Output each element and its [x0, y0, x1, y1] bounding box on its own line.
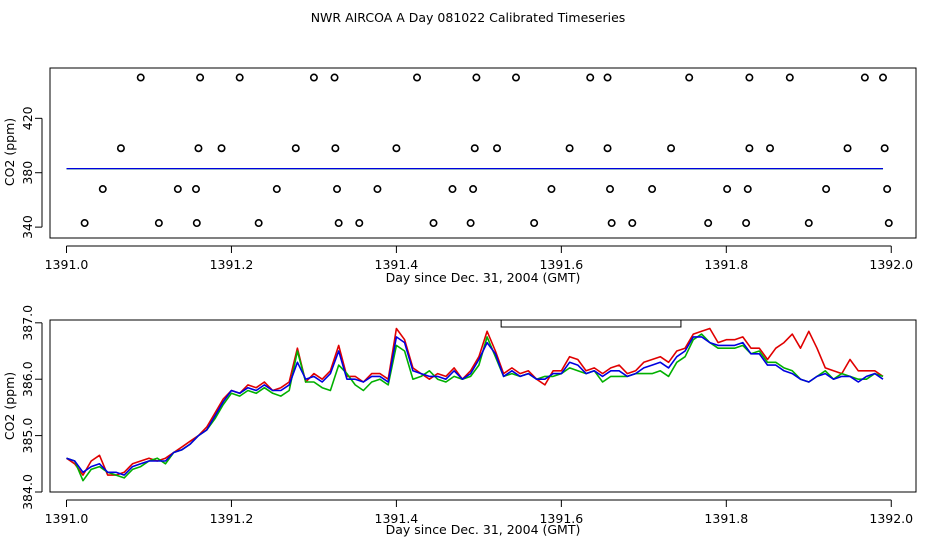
bottom-x-tick-label: 1391.6 — [539, 511, 583, 526]
chart-title: NWR AIRCOA A Day 081022 Calibrated Times… — [311, 10, 626, 25]
bottom-x-tick-label: 1392.0 — [869, 511, 913, 526]
scatter-point — [766, 144, 775, 153]
scatter-point — [470, 144, 479, 153]
top-y-label: CO2 (ppm) — [2, 118, 17, 186]
scatter-point — [547, 185, 556, 194]
bottom-line-series — [66, 327, 884, 482]
scatter-point — [448, 185, 457, 194]
scatter-point — [603, 73, 612, 82]
scatter-point — [429, 219, 438, 228]
scatter-point — [235, 73, 244, 82]
scatter-point — [469, 185, 478, 194]
scatter-point — [607, 219, 616, 228]
scatter-point — [667, 144, 676, 153]
bottom-bracket — [500, 320, 682, 328]
series-line-blue — [66, 336, 884, 476]
scatter-point — [879, 73, 888, 82]
top-x-label: Day since Dec. 31, 2004 (GMT) — [386, 270, 581, 285]
scatter-point — [884, 219, 893, 228]
series-line-red — [66, 327, 884, 476]
scatter-point — [743, 185, 752, 194]
scatter-point — [272, 185, 281, 194]
scatter-point — [603, 144, 612, 153]
bottom-panel: 1391.0 1391.2 1391.4 1391.6 1391.8 1392.0 384… — [2, 305, 917, 537]
scatter-point — [883, 185, 892, 194]
scatter-point — [860, 73, 869, 82]
top-x-tick-label: 1391.4 — [375, 257, 419, 272]
scatter-point — [822, 185, 831, 194]
scatter-point — [785, 73, 794, 82]
bottom-plot-frame — [49, 319, 917, 493]
top-x-tick-label: 1391.2 — [210, 257, 254, 272]
scatter-point — [333, 185, 342, 194]
scatter-point — [355, 219, 364, 228]
bottom-x-tick-label: 1391.2 — [210, 511, 254, 526]
top-x-tick-label: 1391.6 — [539, 257, 583, 272]
bottom-y-tick-label: 387.0 — [20, 305, 35, 341]
scatter-point — [628, 219, 637, 228]
scatter-point — [191, 185, 200, 194]
scatter-point — [194, 144, 203, 153]
bottom-x-tick-label: 1391.8 — [704, 511, 748, 526]
scatter-point — [331, 144, 340, 153]
scatter-point — [196, 73, 205, 82]
top-y-tick-label: 340 — [20, 215, 35, 239]
scatter-point — [217, 144, 226, 153]
scatter-point — [413, 73, 422, 82]
scatter-point — [606, 185, 615, 194]
bottom-x-tick-label: 1391.4 — [375, 511, 419, 526]
scatter-point — [254, 219, 263, 228]
scatter-point — [334, 219, 343, 228]
scatter-point — [648, 185, 657, 194]
top-x-tick-label: 1391.0 — [45, 257, 89, 272]
top-x-tick-label: 1391.8 — [704, 257, 748, 272]
scatter-point — [530, 219, 539, 228]
scatter-point — [291, 144, 300, 153]
bottom-y-label: CO2 (ppm) — [2, 372, 17, 440]
scatter-point — [466, 219, 475, 228]
top-y-axis: 340 380 420 — [20, 106, 43, 239]
scatter-point — [565, 144, 574, 153]
bottom-x-label: Day since Dec. 31, 2004 (GMT) — [386, 522, 581, 537]
scatter-point — [745, 144, 754, 153]
scatter-point — [392, 144, 401, 153]
scatter-point — [745, 73, 754, 82]
scatter-point — [704, 219, 713, 228]
top-scatter-points — [80, 73, 893, 228]
scatter-point — [685, 73, 694, 82]
bottom-y-tick-label: 385.0 — [20, 418, 35, 454]
bottom-y-tick-label: 384.0 — [20, 474, 35, 510]
scatter-point — [723, 185, 732, 194]
scatter-point — [116, 144, 125, 153]
scatter-point — [373, 185, 382, 194]
bottom-x-tick-label: 1391.0 — [45, 511, 89, 526]
top-x-axis: 1391.0 1391.2 1391.4 1391.6 1391.8 1392.0 — [45, 245, 913, 272]
scatter-point — [511, 73, 520, 82]
bottom-y-tick-label: 386.0 — [20, 361, 35, 397]
top-y-tick-label: 420 — [20, 106, 35, 130]
scatter-point — [880, 144, 889, 153]
scatter-point — [843, 144, 852, 153]
scatter-point — [98, 185, 107, 194]
bottom-y-axis: 384.0 385.0 386.0 387.0 — [20, 305, 43, 510]
scatter-point — [154, 219, 163, 228]
top-panel: 1391.0 1391.2 1391.4 1391.6 1391.8 1392.0 340… — [2, 67, 917, 285]
scatter-point — [742, 219, 751, 228]
scatter-point — [472, 73, 481, 82]
top-plot-frame — [49, 67, 917, 239]
scatter-point — [192, 219, 201, 228]
scatter-point — [493, 144, 502, 153]
scatter-point — [173, 185, 182, 194]
scatter-point — [80, 219, 89, 228]
scatter-point — [330, 73, 339, 82]
scatter-point — [136, 73, 145, 82]
scatter-point — [804, 219, 813, 228]
bottom-x-axis: 1391.0 1391.2 1391.4 1391.6 1391.8 1392.0 — [45, 499, 913, 526]
top-x-tick-label: 1392.0 — [869, 257, 913, 272]
scatter-point — [309, 73, 318, 82]
top-y-tick-label: 380 — [20, 161, 35, 185]
bracket-line — [500, 320, 682, 328]
scatter-point — [586, 73, 595, 82]
